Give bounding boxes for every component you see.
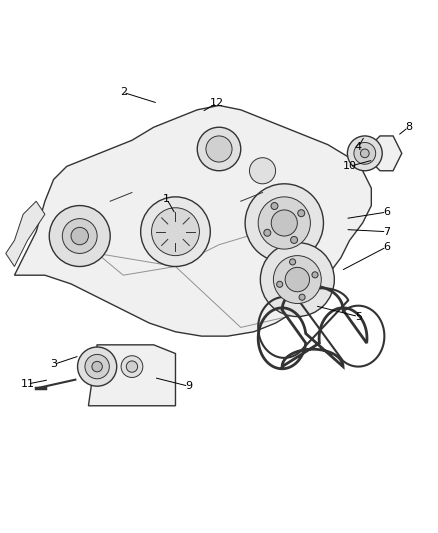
Circle shape [285,268,310,292]
Circle shape [347,136,382,171]
Circle shape [141,197,210,266]
Text: 10: 10 [343,161,357,172]
Text: 3: 3 [50,359,57,369]
Text: 2: 2 [120,87,127,98]
Circle shape [354,142,376,164]
Circle shape [290,259,296,265]
Circle shape [277,281,283,287]
Circle shape [260,243,334,317]
Text: 4: 4 [355,142,362,152]
Circle shape [85,354,110,379]
Polygon shape [14,106,371,336]
Circle shape [264,229,271,236]
Circle shape [273,256,321,303]
Text: 6: 6 [383,242,390,252]
Text: 11: 11 [21,379,35,389]
Circle shape [197,127,241,171]
Circle shape [250,158,276,184]
Text: 1: 1 [163,194,170,204]
Circle shape [360,149,369,158]
Circle shape [206,136,232,162]
Polygon shape [88,345,176,406]
Circle shape [71,228,88,245]
Circle shape [49,206,110,266]
Circle shape [271,203,278,209]
Text: 8: 8 [405,122,412,132]
Polygon shape [6,201,45,266]
Text: 7: 7 [383,227,390,237]
Circle shape [121,356,143,377]
Text: 5: 5 [355,312,362,321]
Circle shape [298,209,305,217]
Circle shape [62,219,97,254]
Text: 12: 12 [210,98,224,108]
Circle shape [271,210,297,236]
Circle shape [152,208,199,256]
Circle shape [258,197,311,249]
Circle shape [312,272,318,278]
Circle shape [78,347,117,386]
Circle shape [290,237,297,244]
Text: 6: 6 [383,207,390,217]
Circle shape [299,294,305,300]
Polygon shape [371,136,402,171]
Circle shape [245,184,323,262]
Circle shape [92,361,102,372]
Circle shape [126,361,138,372]
Text: 9: 9 [185,381,192,391]
